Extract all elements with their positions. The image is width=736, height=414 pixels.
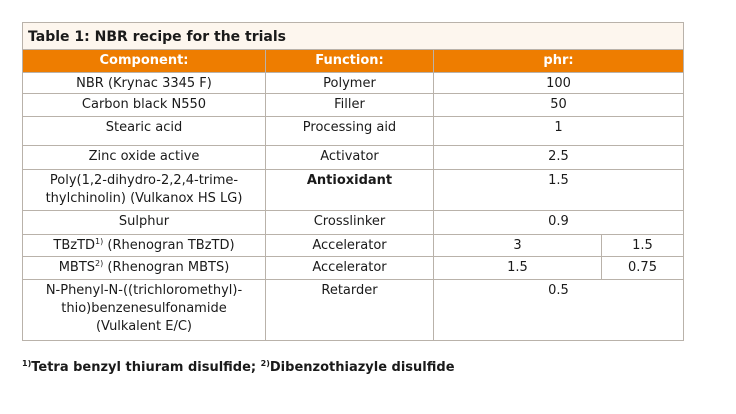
phr-cell: 100 — [432, 72, 685, 94]
table-row: MBTS2) (Rhenogran MBTS) Accelerator 1.5 0.7… — [22, 256, 685, 280]
component-text: thio)benzenesulfonamide — [61, 301, 227, 316]
phr-cell: 50 — [432, 93, 685, 117]
column-header: Function: — [265, 49, 434, 73]
component-line: thio)benzenesulfonamide — [27, 300, 261, 318]
component-text: (Rhenogran TBzTD) — [103, 238, 235, 253]
component-text: Carbon black N550 — [81, 97, 207, 112]
component-cell: N-Phenyl-N-((trichloromethyl)- thio)benze… — [22, 279, 266, 341]
table-row: Stearic acid Processing aid 1 — [22, 116, 685, 146]
function-cell: Filler — [265, 93, 434, 117]
component-line: TBzTD1) (Rhenogran TBzTD) — [27, 237, 261, 255]
component-cell: MBTS2) (Rhenogran MBTS) — [22, 256, 266, 280]
component-line: Poly(1,2-dihydro-2,2,4-trime- — [27, 172, 261, 190]
component-text: Stearic acid — [105, 120, 183, 135]
component-cell: TBzTD1) (Rhenogran TBzTD) — [22, 234, 266, 257]
component-line: Carbon black N550 — [27, 96, 261, 114]
function-cell: Antioxidant — [265, 169, 434, 211]
component-text: (Rhenogran MBTS) — [103, 260, 230, 275]
component-text: MBTS — [58, 260, 96, 275]
component-text: thylchinolin) (Vulkanox HS LG) — [45, 191, 243, 206]
function-cell: Accelerator — [265, 234, 434, 257]
component-cell: Zinc oxide active — [22, 145, 266, 170]
footnote-mark: 2) — [260, 359, 270, 368]
component-cell: Poly(1,2-dihydro-2,2,4-trime-thylchinoli… — [22, 169, 266, 211]
component-cell: NBR (Krynac 3345 F) — [22, 72, 266, 94]
footnote: 1)Tetra benzyl thiuram disulfide; 2)Dibe… — [22, 359, 455, 376]
component-cell: Sulphur — [22, 210, 266, 235]
function-cell: Accelerator — [265, 256, 434, 280]
table-row: Sulphur Crosslinker 0.9 — [22, 210, 685, 235]
phr-cell: 2.5 — [432, 145, 685, 170]
footnote-mark: 1) — [22, 359, 32, 368]
footnote-ref: 1) — [95, 237, 104, 246]
component-text: NBR (Krynac 3345 F) — [76, 76, 212, 91]
title-row: Table 1: NBR recipe for the trials — [21, 22, 685, 50]
component-line: NBR (Krynac 3345 F) — [27, 75, 261, 93]
component-line: N-Phenyl-N-((trichloromethyl)- — [27, 282, 261, 300]
function-cell: Activator — [265, 145, 434, 170]
component-text: TBzTD — [53, 238, 96, 253]
component-text: Zinc oxide active — [88, 149, 200, 164]
table-row: N-Phenyl-N-((trichloromethyl)- thio)benze… — [22, 279, 685, 341]
component-line: Sulphur — [27, 213, 261, 231]
component-text: Sulphur — [118, 214, 170, 229]
component-text: Poly(1,2-dihydro-2,2,4-trime- — [49, 173, 239, 188]
column-header: Component: — [22, 49, 266, 73]
component-text: (Vulkalent E/C) — [95, 319, 193, 334]
component-cell: Carbon black N550 — [22, 93, 266, 117]
component-cell: Stearic acid — [22, 116, 266, 146]
footnote-text: Dibenzothiazyle disulfide — [269, 360, 455, 375]
component-line: (Vulkalent E/C) — [27, 318, 261, 336]
function-cell: Polymer — [265, 72, 434, 94]
component-line: Stearic acid — [27, 119, 261, 137]
table-body: Table 1: NBR recipe for the trials Compon… — [21, 22, 685, 341]
component-line: MBTS2) (Rhenogran MBTS) — [27, 259, 261, 277]
phr-cell: 0.75 — [600, 256, 685, 280]
table-row: TBzTD1) (Rhenogran TBzTD) Accelerator 3 1.5 — [22, 234, 685, 257]
function-cell: Crosslinker — [265, 210, 434, 235]
footnote-text: Tetra benzyl thiuram disulfide; — [31, 360, 261, 375]
component-line: thylchinolin) (Vulkanox HS LG) — [27, 190, 261, 208]
phr-cell: 1.5 — [433, 256, 602, 280]
function-cell: Processing aid — [265, 116, 434, 146]
table-row: Poly(1,2-dihydro-2,2,4-trime-thylchinoli… — [22, 169, 685, 211]
table-title: Table 1: NBR recipe for the trials — [21, 22, 685, 50]
phr-cell: 1.5 — [432, 169, 685, 211]
phr-cell: 1 — [432, 116, 685, 146]
phr-cell: 3 — [433, 234, 602, 257]
header-row: Component: Function: phr: — [22, 49, 685, 73]
footnote-ref: 2) — [95, 259, 104, 268]
table-row: NBR (Krynac 3345 F) Polymer 100 — [22, 72, 685, 94]
recipe-table: Table 1: NBR recipe for the trials Compon… — [21, 22, 685, 341]
column-header: phr: — [432, 49, 685, 73]
phr-cell: 1.5 — [600, 234, 685, 257]
table-row: Carbon black N550 Filler 50 — [22, 93, 685, 117]
phr-cell: 0.5 — [432, 279, 685, 341]
function-cell: Retarder — [265, 279, 434, 341]
table-row: Zinc oxide active Activator 2.5 — [22, 145, 685, 170]
component-text: N-Phenyl-N-((trichloromethyl)- — [45, 283, 243, 298]
component-line: Zinc oxide active — [27, 148, 261, 166]
phr-cell: 0.9 — [432, 210, 685, 235]
